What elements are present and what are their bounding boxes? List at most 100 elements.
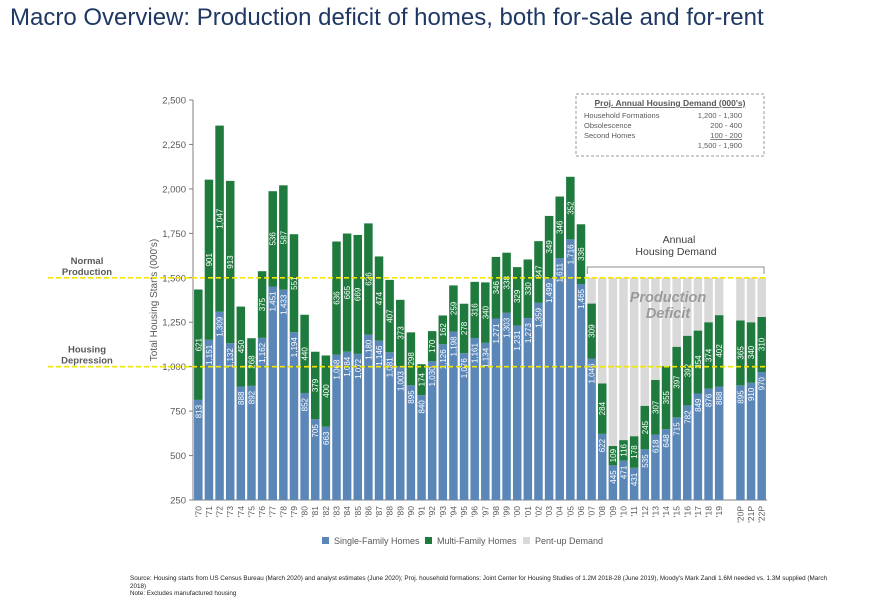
x-tick-label: '82 (321, 506, 331, 517)
multi-family-bar (661, 366, 671, 430)
x-tick-label: '77 (268, 506, 278, 517)
multi-family-bar (576, 224, 586, 284)
multi-family-value-label: 298 (407, 352, 416, 366)
multi-family-value-label: 913 (226, 255, 235, 269)
y-tick-label: 1,000 (162, 362, 186, 373)
multi-family-bar (417, 364, 426, 396)
pent-up-demand-bar (683, 277, 692, 336)
x-tick-label: '08 (597, 506, 607, 517)
x-tick-label: '16 (682, 506, 692, 517)
pent-up-demand-bar (661, 277, 671, 367)
single-family-bar (566, 239, 575, 500)
x-tick-label: '15 (672, 506, 682, 517)
single-family-bar (534, 302, 543, 500)
demand-box-row-value: 1,500 - 1,900 (698, 141, 742, 150)
single-family-value-label: 1,162 (258, 342, 267, 363)
multi-family-bar (247, 338, 256, 386)
multi-family-bar (704, 322, 713, 389)
y-axis-label: Total Housing Starts (000's) (149, 239, 160, 362)
single-family-bar (597, 433, 607, 500)
multi-family-value-label: 901 (205, 253, 214, 267)
single-family-value-label: 813 (194, 404, 203, 418)
demand-box-title: Proj. Annual Housing Demand (000's) (595, 98, 746, 108)
multi-family-value-label: 307 (651, 400, 660, 414)
single-family-bar (321, 426, 331, 500)
single-family-value-label: 663 (322, 431, 331, 445)
single-family-bar (757, 372, 766, 500)
multi-family-value-label: 330 (524, 282, 533, 296)
demand-box-row-value: 1,200 - 1,300 (698, 111, 742, 120)
source-text: Source: Housing starts from US Census Bu… (130, 575, 828, 590)
single-family-bar (310, 419, 320, 500)
x-tick-label: '85 (353, 506, 363, 517)
single-family-bar (672, 417, 681, 500)
single-family-bar (406, 385, 416, 500)
single-family-bar (629, 467, 639, 500)
single-family-value-label: 970 (758, 376, 767, 390)
multi-family-value-label: 440 (301, 347, 310, 361)
single-family-bar (704, 388, 713, 500)
multi-family-bar (194, 289, 203, 400)
single-family-bar (427, 361, 437, 500)
single-family-value-label: 1,003 (396, 371, 405, 392)
multi-family-value-label: 347 (534, 265, 543, 279)
single-family-bar (385, 352, 394, 500)
annual-demand-bracket (586, 266, 765, 274)
multi-family-bar (566, 176, 575, 240)
single-family-value-label: 1,198 (449, 336, 458, 357)
multi-family-value-label: 1,047 (216, 208, 225, 229)
multi-family-value-label: 626 (364, 272, 373, 286)
single-family-bar (279, 289, 288, 500)
x-tick-label: '97 (480, 506, 490, 517)
multi-family-bar (651, 380, 660, 435)
legend-multi-family-label: Multi-Family Homes (437, 536, 517, 546)
multi-family-bar (672, 346, 681, 418)
y-tick-label: 1,750 (162, 229, 186, 240)
multi-family-value-label: 379 (311, 378, 320, 392)
single-family-value-label: 1,132 (226, 348, 235, 369)
single-family-bar (491, 318, 501, 500)
demand-box-row-value: 100 - 200 (710, 131, 742, 140)
multi-family-bar (449, 285, 458, 332)
single-family-bar (204, 339, 214, 500)
pent-up-demand-bar (757, 277, 766, 317)
page-title: Macro Overview: Production deficit of ho… (10, 4, 764, 31)
multi-family-bar (257, 271, 267, 338)
multi-family-bar (683, 335, 692, 406)
single-family-value-label: 1,030 (428, 366, 437, 387)
single-family-value-label: 1,716 (566, 244, 575, 265)
annual-demand-label: Annual Housing Demand (635, 234, 716, 258)
single-family-value-label: 715 (673, 422, 682, 436)
multi-family-bar (385, 279, 394, 353)
multi-family-value-label: 374 (705, 348, 714, 362)
single-family-value-label: 705 (311, 424, 320, 438)
multi-family-bar (459, 303, 469, 354)
single-family-bar (449, 331, 458, 500)
single-family-bar (342, 351, 352, 500)
x-tick-label: '21P (746, 506, 756, 523)
multi-family-bar (746, 322, 756, 383)
x-tick-label: '84 (342, 506, 352, 517)
multi-family-bar (534, 241, 543, 303)
single-family-value-label: 1,273 (524, 323, 533, 344)
single-family-bar (746, 382, 756, 500)
x-tick-label: '03 (544, 506, 554, 517)
single-family-bar (257, 337, 267, 500)
multi-family-value-label: 665 (343, 285, 352, 299)
legend-single-family-label: Single-Family Homes (334, 536, 420, 546)
single-family-bar (268, 286, 277, 500)
multi-family-bar (512, 267, 522, 326)
single-family-bar (544, 277, 554, 500)
multi-family-value-label: 259 (449, 301, 458, 315)
single-family-value-label: 1,151 (205, 344, 214, 365)
multi-family-value-label: 551 (290, 276, 299, 290)
multi-family-value-label: 336 (577, 247, 586, 261)
multi-family-bar (587, 303, 596, 359)
single-family-bar (683, 405, 692, 500)
y-tick-label: 250 (170, 496, 186, 507)
multi-family-value-label: 352 (566, 201, 575, 215)
multi-family-value-label: 587 (279, 230, 288, 244)
x-tick-label: '22P (757, 506, 767, 523)
x-tick-label: '11 (629, 506, 639, 517)
multi-family-value-label: 402 (715, 344, 724, 358)
